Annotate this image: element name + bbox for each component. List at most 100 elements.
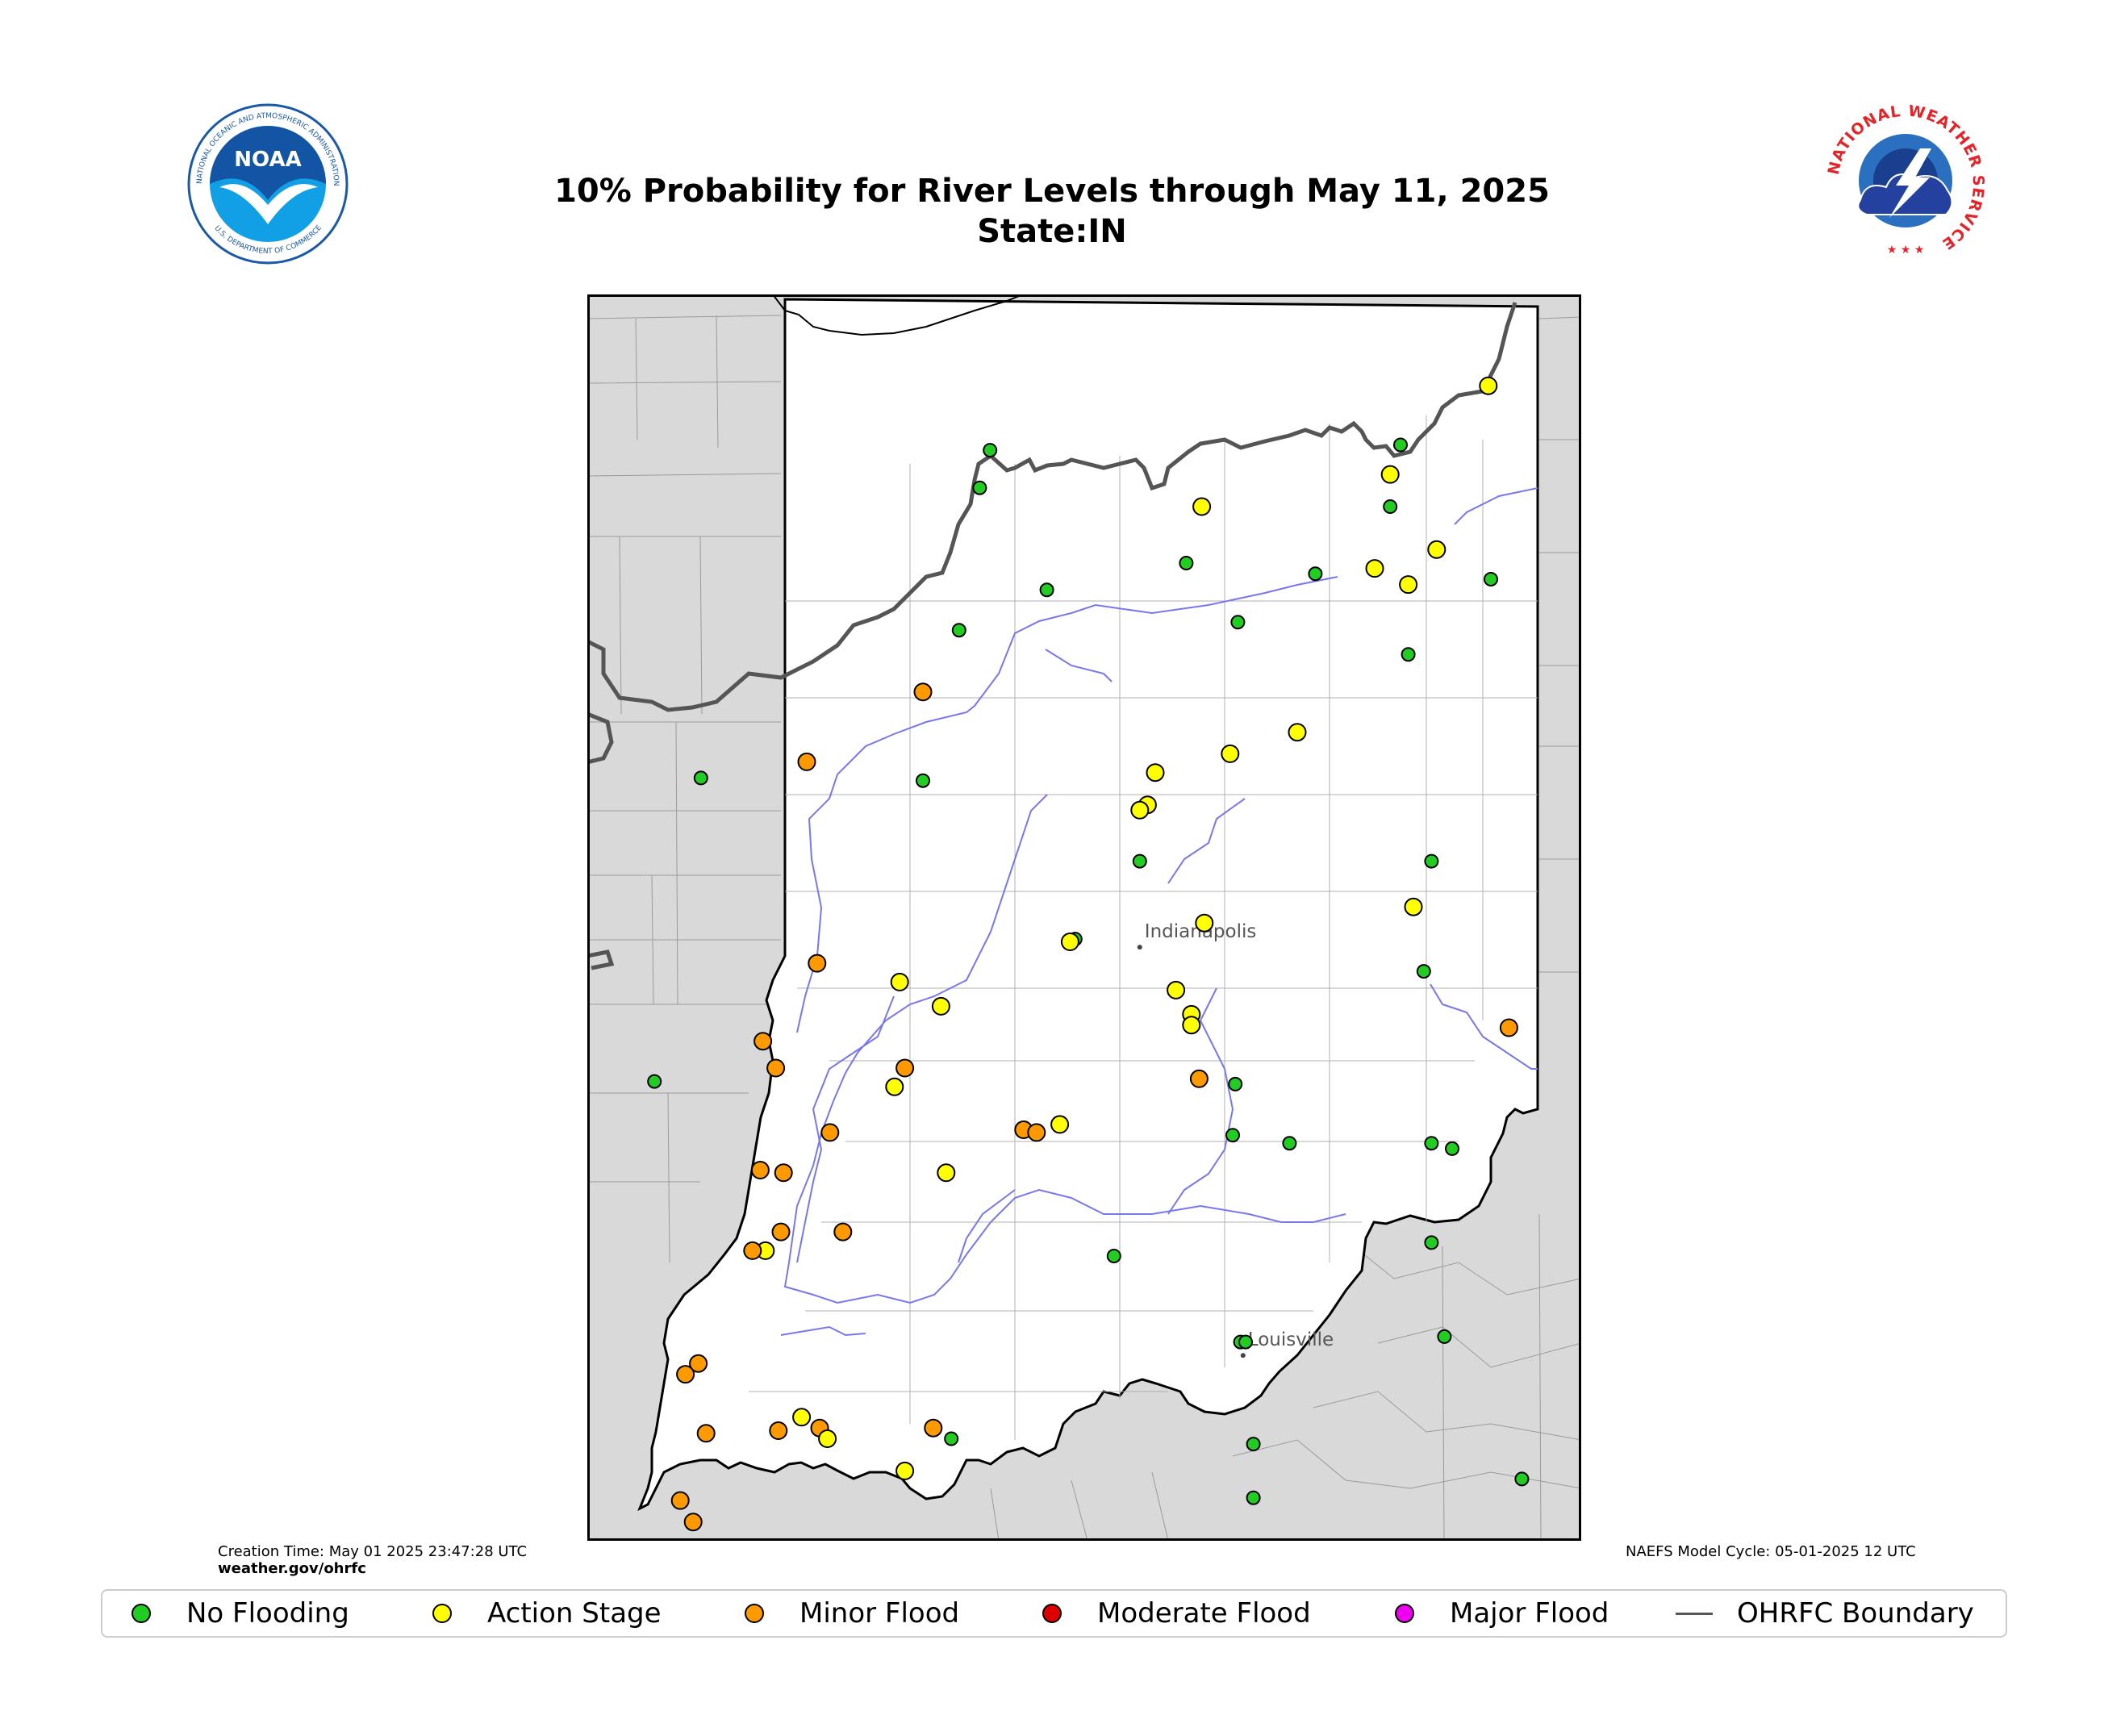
gauge-marker-none[interactable] bbox=[1132, 853, 1147, 869]
gauge-marker-none[interactable] bbox=[1437, 1329, 1452, 1344]
gauge-marker-action[interactable] bbox=[1167, 980, 1186, 999]
gauge-marker-action[interactable] bbox=[792, 1408, 812, 1427]
gauge-marker-action[interactable] bbox=[1146, 763, 1165, 782]
legend-item-major-flood: Major Flood bbox=[1395, 1591, 1609, 1636]
gauge-marker-none[interactable] bbox=[972, 480, 987, 495]
gauge-marker-minor[interactable] bbox=[774, 1163, 793, 1183]
gauge-marker-action[interactable] bbox=[1404, 897, 1423, 916]
gauge-marker-none[interactable] bbox=[944, 1431, 959, 1446]
legend-label: Minor Flood bbox=[799, 1597, 960, 1630]
gauge-marker-action[interactable] bbox=[1365, 559, 1384, 578]
legend-item-action-stage: Action Stage bbox=[432, 1591, 662, 1636]
gauge-marker-none[interactable] bbox=[951, 623, 966, 638]
gauge-marker-none[interactable] bbox=[1445, 1141, 1459, 1156]
gauge-marker-minor[interactable] bbox=[833, 1222, 853, 1241]
gauge-marker-none[interactable] bbox=[1230, 615, 1246, 630]
legend-marker-action-stage bbox=[432, 1604, 452, 1623]
gauge-marker-action[interactable] bbox=[1192, 497, 1212, 516]
city-dot bbox=[1240, 1353, 1246, 1358]
city-label: Louisville bbox=[1248, 1329, 1334, 1350]
ohrfc-boundary-west bbox=[587, 712, 615, 970]
gauge-marker-action[interactable] bbox=[1221, 744, 1240, 763]
gauge-marker-action[interactable] bbox=[1130, 800, 1150, 820]
gauge-marker-none[interactable] bbox=[1424, 1235, 1439, 1250]
gauge-marker-minor[interactable] bbox=[797, 752, 816, 771]
gauge-marker-minor[interactable] bbox=[683, 1513, 703, 1532]
legend-label: OHRFC Boundary bbox=[1737, 1597, 1974, 1630]
nws-logo: NATIONAL WEATHER SERVICE ★ ★ ★ bbox=[1825, 102, 1987, 265]
gauge-marker-action[interactable] bbox=[931, 996, 950, 1016]
gauge-marker-action[interactable] bbox=[818, 1429, 837, 1448]
title-line-1: 10% Probability for River Levels through… bbox=[554, 173, 1550, 210]
gauge-marker-minor[interactable] bbox=[924, 1418, 943, 1438]
indiana-county-lines bbox=[749, 415, 1538, 1440]
gauge-marker-minor[interactable] bbox=[913, 682, 933, 702]
gauge-marker-minor[interactable] bbox=[750, 1161, 770, 1179]
gauge-marker-minor[interactable] bbox=[771, 1222, 791, 1241]
legend-marker-boundary bbox=[1676, 1612, 1713, 1615]
gauge-marker-none[interactable] bbox=[1225, 1128, 1240, 1143]
gauge-marker-none[interactable] bbox=[1228, 1076, 1243, 1091]
gauge-marker-none[interactable] bbox=[1246, 1437, 1261, 1452]
gauge-marker-action[interactable] bbox=[1288, 723, 1307, 742]
gauge-marker-minor[interactable] bbox=[895, 1058, 915, 1078]
map-frame bbox=[587, 294, 1581, 1541]
gauge-marker-minor[interactable] bbox=[743, 1241, 762, 1260]
gauge-marker-none[interactable] bbox=[1424, 853, 1439, 869]
gauge-marker-none[interactable] bbox=[1246, 1490, 1261, 1505]
site-link[interactable]: weather.gov/ohrfc bbox=[218, 1560, 366, 1577]
gauge-marker-minor[interactable] bbox=[1499, 1018, 1518, 1037]
gauge-marker-action[interactable] bbox=[1060, 933, 1079, 951]
legend-marker-minor-flood bbox=[745, 1604, 764, 1623]
gauge-marker-action[interactable] bbox=[1479, 376, 1498, 395]
gauge-marker-action[interactable] bbox=[1195, 913, 1214, 933]
gauge-marker-none[interactable] bbox=[1383, 499, 1398, 514]
gauge-marker-none[interactable] bbox=[1282, 1136, 1297, 1151]
gauge-marker-action[interactable] bbox=[1182, 1016, 1201, 1035]
gauge-marker-action[interactable] bbox=[1399, 575, 1418, 595]
gauge-marker-none[interactable] bbox=[693, 770, 708, 786]
gauge-marker-action[interactable] bbox=[885, 1077, 904, 1096]
map-title: 10% Probability for River Levels through… bbox=[0, 171, 2104, 252]
gauge-marker-none[interactable] bbox=[1179, 556, 1194, 570]
gauge-marker-minor[interactable] bbox=[676, 1365, 695, 1384]
gauge-marker-none[interactable] bbox=[1484, 572, 1498, 586]
gauge-marker-minor[interactable] bbox=[820, 1123, 840, 1142]
legend-marker-major-flood bbox=[1395, 1604, 1414, 1623]
lake-michigan-shore bbox=[772, 294, 1024, 336]
gauge-marker-minor[interactable] bbox=[670, 1491, 690, 1510]
noaa-center-text: NOAA bbox=[234, 148, 301, 172]
title-line-2: State:IN bbox=[977, 213, 1127, 250]
gauge-marker-minor[interactable] bbox=[808, 954, 827, 973]
gauge-marker-none[interactable] bbox=[1401, 647, 1416, 662]
gauge-marker-minor[interactable] bbox=[766, 1058, 786, 1078]
gauge-marker-none[interactable] bbox=[647, 1074, 662, 1089]
legend-label: No Flooding bbox=[186, 1597, 349, 1630]
gauge-marker-none[interactable] bbox=[916, 773, 930, 788]
legend-label: Major Flood bbox=[1450, 1597, 1609, 1630]
gauge-marker-minor[interactable] bbox=[1027, 1123, 1046, 1142]
gauge-marker-none[interactable] bbox=[1416, 964, 1431, 979]
gauge-marker-action[interactable] bbox=[1380, 465, 1400, 484]
legend: No Flooding Action Stage Minor Flood Mod… bbox=[101, 1589, 2007, 1638]
gauge-marker-minor[interactable] bbox=[696, 1424, 716, 1443]
gauge-marker-none[interactable] bbox=[1238, 1334, 1253, 1350]
gauge-marker-action[interactable] bbox=[890, 972, 909, 991]
gauge-marker-none[interactable] bbox=[1424, 1136, 1439, 1151]
gauge-marker-action[interactable] bbox=[1427, 540, 1446, 559]
gauge-marker-none[interactable] bbox=[1106, 1249, 1121, 1263]
legend-marker-moderate-flood bbox=[1042, 1604, 1062, 1623]
gauge-marker-minor[interactable] bbox=[769, 1421, 788, 1440]
gauge-marker-none[interactable] bbox=[1039, 582, 1054, 598]
gauge-marker-none[interactable] bbox=[1308, 566, 1323, 582]
gauge-marker-none[interactable] bbox=[983, 443, 998, 458]
gauge-marker-minor[interactable] bbox=[689, 1354, 708, 1373]
gauge-marker-minor[interactable] bbox=[1189, 1069, 1209, 1088]
gauge-marker-action[interactable] bbox=[1050, 1115, 1070, 1134]
gauge-marker-none[interactable] bbox=[1393, 437, 1408, 453]
gauge-marker-action[interactable] bbox=[937, 1163, 956, 1183]
gauge-marker-minor[interactable] bbox=[754, 1032, 773, 1051]
gauge-marker-none[interactable] bbox=[1514, 1471, 1530, 1487]
gauge-marker-action[interactable] bbox=[895, 1461, 915, 1480]
